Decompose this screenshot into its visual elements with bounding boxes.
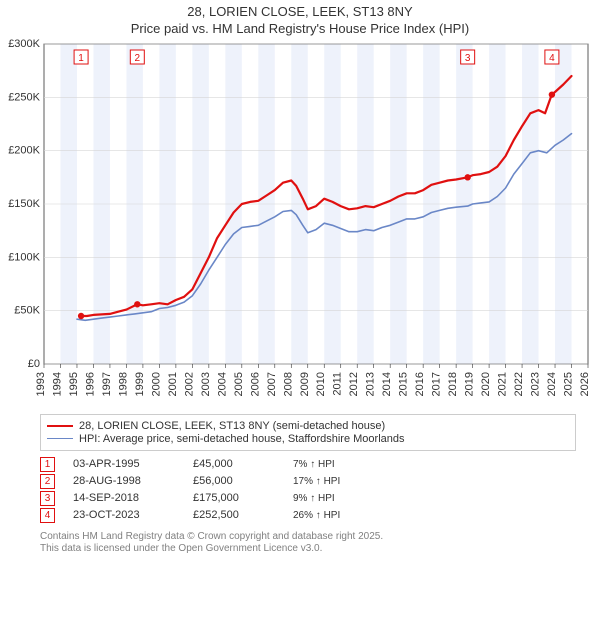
svg-text:£100K: £100K [8,251,40,263]
svg-text:£0: £0 [28,358,40,370]
sale-marker-box: 4 [40,508,55,523]
legend: 28, LORIEN CLOSE, LEEK, ST13 8NY (semi-d… [40,414,576,451]
sale-row: 2 28-AUG-1998£56,00017% ↑ HPI [40,474,600,489]
sale-row: 1 03-APR-1995£45,0007% ↑ HPI [40,457,600,472]
svg-text:£200K: £200K [8,144,40,156]
x-tick-label: 2001 [167,372,179,396]
legend-item: HPI: Average price, semi-detached house,… [47,433,569,445]
sale-price: £252,500 [193,509,293,521]
x-tick-label: 2011 [332,372,344,396]
x-tick-label: 1994 [51,372,63,396]
sale-marker-box: 1 [40,457,55,472]
svg-text:2: 2 [135,53,141,64]
x-tick-label: 2018 [447,372,459,396]
sale-vs-hpi: 7% ↑ HPI [293,459,393,470]
x-tick-label: 1998 [117,372,129,396]
x-tick-label: 2013 [365,372,377,396]
x-tick-label: 2010 [315,372,327,396]
footer-attribution: Contains HM Land Registry data © Crown c… [40,531,600,556]
x-tick-label: 2009 [299,372,311,396]
x-tick-label: 1995 [68,372,80,396]
svg-text:£150K: £150K [8,198,40,210]
legend-swatch [47,425,73,427]
svg-text:1: 1 [78,53,84,64]
svg-text:£250K: £250K [8,91,40,103]
footer-line2: This data is licensed under the Open Gov… [40,543,600,556]
title-line2: Price paid vs. HM Land Registry's House … [0,21,600,38]
sale-date: 28-AUG-1998 [73,475,193,487]
price-chart: £0 £50K £100K £150K £200K £250K £300K 1993 1994 1… [0,38,600,408]
x-tick-label: 2025 [563,372,575,396]
sale-date: 14-SEP-2018 [73,492,193,504]
sale-marker-box: 3 [40,491,55,506]
footer-line1: Contains HM Land Registry data © Crown c… [40,531,600,544]
x-tick-label: 2021 [497,372,509,396]
x-tick-label: 2023 [530,372,542,396]
title-line1: 28, LORIEN CLOSE, LEEK, ST13 8NY [0,4,600,21]
x-tick-label: 1997 [101,372,113,396]
sale-row: 4 23-OCT-2023£252,50026% ↑ HPI [40,508,600,523]
sale-vs-hpi: 26% ↑ HPI [293,510,393,521]
sale-date: 03-APR-1995 [73,458,193,470]
svg-text:3: 3 [465,53,471,64]
x-tick-label: 2015 [398,372,410,396]
x-tick-label: 1999 [134,372,146,396]
chart-title: 28, LORIEN CLOSE, LEEK, ST13 8NY Price p… [0,4,600,38]
x-tick-label: 1993 [35,372,47,396]
x-tick-label: 2002 [183,372,195,396]
sale-date: 23-OCT-2023 [73,509,193,521]
x-tick-label: 2008 [282,372,294,396]
sale-price: £45,000 [193,458,293,470]
sales-table: 103-APR-1995£45,0007% ↑ HPI228-AUG-1998£… [40,457,600,523]
x-tick-label: 2006 [249,372,261,396]
legend-item: 28, LORIEN CLOSE, LEEK, ST13 8NY (semi-d… [47,420,569,432]
svg-text:£50K: £50K [14,304,40,316]
legend-swatch [47,438,73,439]
sale-vs-hpi: 17% ↑ HPI [293,476,393,487]
x-tick-label: 2007 [266,372,278,396]
x-tick-label: 2026 [579,372,591,396]
x-tick-label: 2000 [150,372,162,396]
x-tick-label: 2016 [414,372,426,396]
x-tick-label: 2003 [200,372,212,396]
x-tick-label: 2014 [381,372,393,396]
x-tick-label: 2019 [464,372,476,396]
sale-price: £56,000 [193,475,293,487]
svg-text:4: 4 [549,53,555,64]
sale-marker-box: 2 [40,474,55,489]
x-tick-label: 2017 [431,372,443,396]
sale-vs-hpi: 9% ↑ HPI [293,493,393,504]
x-tick-label: 2012 [348,372,360,396]
sale-row: 3 14-SEP-2018£175,0009% ↑ HPI [40,491,600,506]
x-tick-label: 2022 [513,372,525,396]
x-tick-label: 2020 [480,372,492,396]
x-tick-label: 2024 [546,372,558,396]
svg-text:£300K: £300K [8,38,40,50]
legend-label: 28, LORIEN CLOSE, LEEK, ST13 8NY (semi-d… [79,420,385,432]
x-tick-label: 2004 [216,372,228,396]
legend-label: HPI: Average price, semi-detached house,… [79,433,405,445]
x-tick-label: 2005 [233,372,245,396]
sale-price: £175,000 [193,492,293,504]
x-tick-label: 1996 [84,372,96,396]
